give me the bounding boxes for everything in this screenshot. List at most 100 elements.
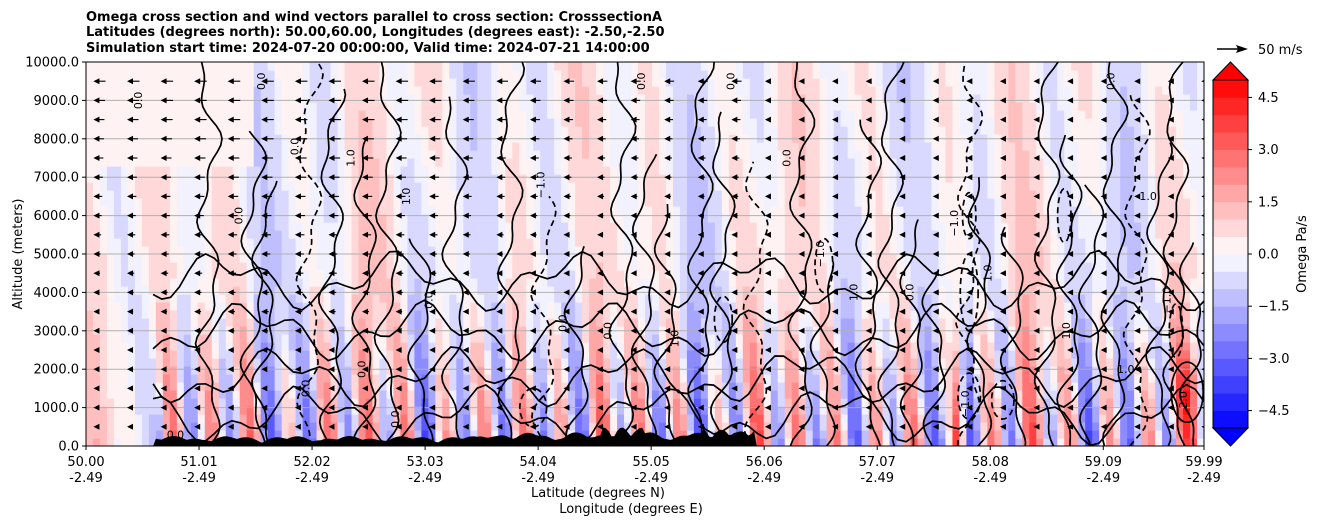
y-tick-label: 3000.0: [34, 324, 80, 339]
contour-label: 1.0: [1139, 190, 1157, 203]
colorbar-level: [1213, 97, 1248, 115]
contour-label: 0.0: [635, 72, 648, 90]
x-tick-label-longitude: -2.49: [408, 471, 442, 486]
plot-area: 0.0 0.0 0.0 0.0 0.0 0.0 0.0 0.0 0.0 0.0 0.0 0.0 0.0 0…: [86, 62, 1207, 447]
colorbar-level: [1213, 411, 1248, 429]
x-tick-label-latitude: 59.09: [1085, 455, 1122, 470]
contour-label: −1.0: [534, 172, 547, 199]
y-tick-label: 5000.0: [34, 248, 80, 263]
colorbar-tick-label: −4.5: [1258, 404, 1290, 419]
contour-label: 1.0: [1060, 322, 1073, 340]
colorbar-level: [1213, 289, 1248, 307]
colorbar-level: [1213, 202, 1248, 220]
colorbar-tick-label: 4.5: [1258, 91, 1279, 106]
colorbar-extend-max: [1213, 62, 1248, 80]
x-tick-label-longitude: -2.49: [747, 471, 781, 486]
colorbar-level: [1213, 306, 1248, 324]
x-tick-label-longitude: -2.49: [973, 471, 1007, 486]
y-tick-label: 6000.0: [34, 209, 80, 224]
y-tick-label: 10000.0: [25, 56, 79, 71]
colorbar-level: [1213, 115, 1248, 133]
colorbar-level: [1213, 184, 1248, 202]
colorbar-level: [1213, 219, 1248, 237]
contour-label: 0.0: [724, 72, 737, 90]
contour-label: −1.0: [1160, 287, 1173, 314]
colorbar-level: [1213, 150, 1248, 168]
contour-label: 0.0: [167, 428, 185, 441]
x-tick-label-latitude: 56.06: [746, 455, 783, 470]
contour-label: 1.0: [400, 188, 413, 206]
contour-label: 0.0: [1105, 72, 1118, 90]
chart-title-line-2: Latitudes (degrees north): 50.00,60.00, …: [86, 25, 665, 40]
y-tick-label: 1000.0: [34, 401, 80, 416]
contour-label: −1.0: [948, 210, 961, 237]
y-axis: 0.01000.02000.03000.04000.05000.06000.07…: [25, 56, 86, 455]
colorbar: 4.53.01.50.0−1.5−3.0−4.5: [1213, 62, 1290, 446]
x-tick-label-longitude: -2.49: [860, 471, 894, 486]
colorbar-level: [1213, 324, 1248, 342]
y-tick-label: 7000.0: [34, 171, 80, 186]
colorbar-level: [1213, 271, 1248, 289]
colorbar-level: [1213, 358, 1248, 376]
colorbar-label: Omega Pa/s: [1295, 215, 1310, 293]
x-tick-label-latitude: 50.00: [67, 455, 104, 470]
contour-label: 0.0: [300, 380, 313, 398]
contour-label: 1.0: [982, 264, 995, 282]
contour-label: 1.0: [669, 330, 682, 348]
y-axis-label: Altitude (meters): [11, 199, 26, 310]
colorbar-tick-label: −1.5: [1258, 300, 1290, 315]
chart-title-line-3: Simulation start time: 2024-07-20 00:00:…: [86, 41, 650, 56]
x-tick-label-longitude: -2.49: [182, 471, 216, 486]
x-axis: 50.00-2.4951.01-2.4952.02-2.4953.03-2.49…: [67, 446, 1222, 486]
x-tick-label-latitude: 57.07: [859, 455, 896, 470]
x-tick-label-longitude: -2.49: [521, 471, 555, 486]
contour-label: 2.0: [1177, 391, 1190, 409]
contour-label: 0.0: [557, 314, 570, 332]
contour-label: 0.0: [132, 92, 145, 110]
x-tick-label-latitude: 58.08: [972, 455, 1009, 470]
contour-label: 0.0: [780, 149, 793, 167]
colorbar-level: [1213, 393, 1248, 411]
colorbar-level: [1213, 80, 1248, 98]
contour-label: 0.0: [389, 410, 402, 428]
contour-label: 0.0: [288, 138, 301, 156]
colorbar-level: [1213, 254, 1248, 272]
contour-label: 0.0: [233, 207, 246, 225]
colorbar-extend-min: [1213, 428, 1248, 446]
colorbar-level: [1213, 167, 1248, 185]
x-tick-label-longitude: -2.49: [634, 471, 668, 486]
contour-label: −1.0: [959, 390, 972, 417]
contour-label: 0.0: [903, 284, 916, 302]
x-tick-label-latitude: 55.05: [633, 455, 670, 470]
colorbar-level: [1213, 237, 1248, 255]
y-tick-label: 8000.0: [34, 132, 80, 147]
contour-label: 0.0: [255, 72, 268, 90]
x-tick-label-longitude: -2.49: [295, 471, 329, 486]
x-tick-label-longitude: -2.49: [1086, 471, 1120, 486]
colorbar-level: [1213, 376, 1248, 394]
x-tick-label-latitude: 53.03: [406, 455, 443, 470]
x-tick-label-latitude: 59.99: [1185, 455, 1222, 470]
colorbar-tick-label: 3.0: [1258, 143, 1279, 158]
contour-label: 0.0: [356, 360, 369, 378]
colorbar-tick-label: 1.5: [1258, 195, 1279, 210]
x-tick-label-latitude: 54.04: [520, 455, 557, 470]
contour-label: −1.0: [814, 241, 827, 268]
x-tick-label-latitude: 52.02: [293, 455, 330, 470]
quiver-key: 50 m/s: [1217, 43, 1303, 58]
y-tick-label: 4000.0: [34, 286, 80, 301]
contour-label: 0.0: [601, 322, 614, 340]
x-axis-label-latitude: Latitude (degrees N): [531, 486, 665, 501]
contour-label: 1.0: [1117, 363, 1135, 376]
chart-title-line-1: Omega cross section and wind vectors par…: [86, 10, 662, 25]
quiver-key-label: 50 m/s: [1258, 43, 1303, 58]
y-tick-label: 2000.0: [34, 363, 80, 378]
x-tick-label-latitude: 51.01: [180, 455, 217, 470]
x-axis-label-longitude: Longitude (degrees E): [559, 502, 703, 517]
y-tick-label: 9000.0: [34, 94, 80, 109]
x-tick-label-longitude: -2.49: [1187, 471, 1221, 486]
contour-label: 1.0: [847, 284, 860, 302]
colorbar-tick-label: 0.0: [1258, 248, 1279, 263]
x-tick-label-longitude: -2.49: [69, 471, 103, 486]
